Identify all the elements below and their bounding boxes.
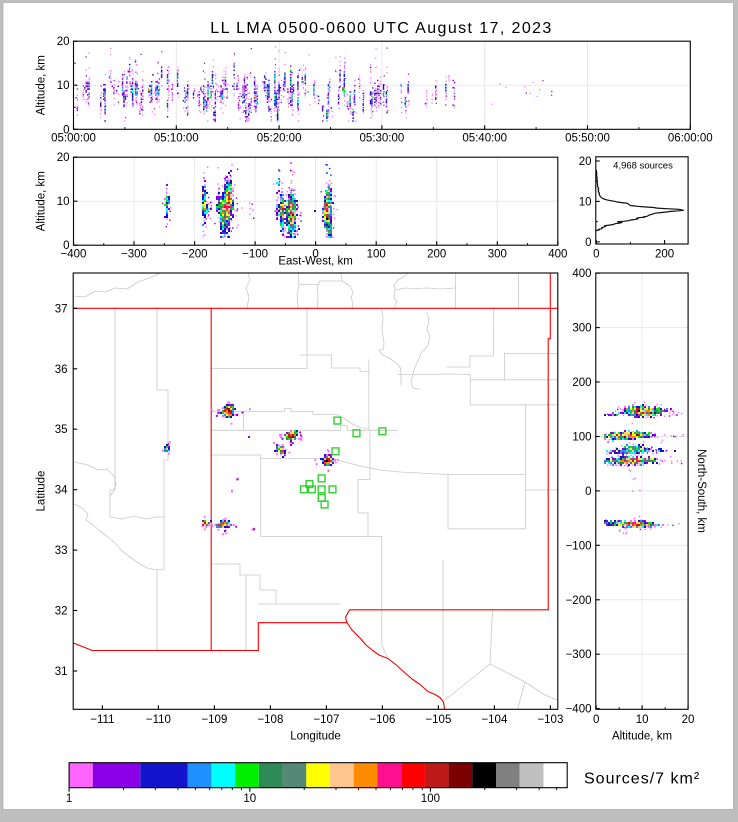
svg-text:05:30:00: 05:30:00 xyxy=(360,133,405,145)
svg-text:200: 200 xyxy=(427,249,446,261)
svg-text:31: 31 xyxy=(55,666,68,678)
svg-text:−107: −107 xyxy=(313,714,339,726)
svg-text:0: 0 xyxy=(585,237,591,249)
svg-text:Latitude: Latitude xyxy=(36,471,48,512)
svg-text:05:00:00: 05:00:00 xyxy=(51,133,96,145)
svg-text:−400: −400 xyxy=(566,704,592,716)
svg-text:Altitude, km: Altitude, km xyxy=(36,171,48,231)
svg-text:06:00:00: 06:00:00 xyxy=(668,133,713,145)
svg-text:Altitude, km: Altitude, km xyxy=(612,731,672,743)
svg-text:100: 100 xyxy=(367,249,386,261)
svg-text:−104: −104 xyxy=(481,714,508,726)
svg-text:20: 20 xyxy=(57,152,70,164)
svg-text:20: 20 xyxy=(682,714,695,726)
svg-text:Longitude: Longitude xyxy=(290,731,341,743)
svg-text:−400: −400 xyxy=(61,249,87,261)
svg-text:0: 0 xyxy=(312,249,318,261)
svg-text:North-South, km: North-South, km xyxy=(695,449,707,533)
svg-text:10: 10 xyxy=(57,196,70,208)
svg-text:Sources/7 km²: Sources/7 km² xyxy=(584,771,700,788)
svg-text:20: 20 xyxy=(57,36,70,48)
svg-text:10: 10 xyxy=(57,80,70,92)
svg-text:32: 32 xyxy=(55,606,68,618)
svg-text:Altitude, km: Altitude, km xyxy=(36,55,48,115)
svg-text:100: 100 xyxy=(421,793,440,805)
svg-text:10: 10 xyxy=(636,714,649,726)
svg-text:400: 400 xyxy=(572,268,591,280)
svg-text:10: 10 xyxy=(579,196,592,208)
svg-text:05:10:00: 05:10:00 xyxy=(154,133,199,145)
svg-text:−105: −105 xyxy=(425,714,451,726)
svg-text:0: 0 xyxy=(585,486,591,498)
svg-text:0: 0 xyxy=(593,249,599,261)
svg-text:20: 20 xyxy=(579,156,592,168)
svg-text:−100: −100 xyxy=(566,540,592,552)
svg-text:33: 33 xyxy=(55,545,68,557)
svg-text:200: 200 xyxy=(572,377,591,389)
svg-text:10: 10 xyxy=(243,793,256,805)
svg-text:−110: −110 xyxy=(146,714,171,726)
svg-text:37: 37 xyxy=(55,303,68,315)
svg-text:4,968 sources: 4,968 sources xyxy=(613,161,673,172)
svg-text:East-West, km: East-West, km xyxy=(278,256,353,268)
svg-text:05:20:00: 05:20:00 xyxy=(257,133,302,145)
svg-text:−100: −100 xyxy=(242,249,268,261)
svg-text:34: 34 xyxy=(55,485,68,497)
svg-text:0: 0 xyxy=(63,124,69,136)
svg-text:35: 35 xyxy=(55,424,68,436)
svg-text:−200: −200 xyxy=(182,249,208,261)
svg-text:LL LMA 0500-0600 UTC August 17: LL LMA 0500-0600 UTC August 17, 2023 xyxy=(210,20,552,37)
svg-text:−300: −300 xyxy=(566,649,592,661)
svg-text:−300: −300 xyxy=(121,249,147,261)
svg-text:−108: −108 xyxy=(257,714,283,726)
svg-text:−109: −109 xyxy=(201,714,227,726)
svg-text:−106: −106 xyxy=(369,714,395,726)
svg-text:36: 36 xyxy=(55,364,68,376)
svg-text:400: 400 xyxy=(548,249,567,261)
svg-text:300: 300 xyxy=(488,249,507,261)
svg-text:300: 300 xyxy=(572,323,591,335)
svg-text:−200: −200 xyxy=(566,595,592,607)
svg-text:−111: −111 xyxy=(90,714,114,726)
svg-text:0: 0 xyxy=(593,714,599,726)
svg-text:1: 1 xyxy=(66,793,72,805)
svg-text:05:50:00: 05:50:00 xyxy=(565,133,610,145)
svg-text:0: 0 xyxy=(63,240,69,252)
svg-text:−103: −103 xyxy=(537,714,563,726)
svg-text:200: 200 xyxy=(655,249,674,261)
svg-text:100: 100 xyxy=(572,432,591,444)
svg-text:05:40:00: 05:40:00 xyxy=(462,133,507,145)
